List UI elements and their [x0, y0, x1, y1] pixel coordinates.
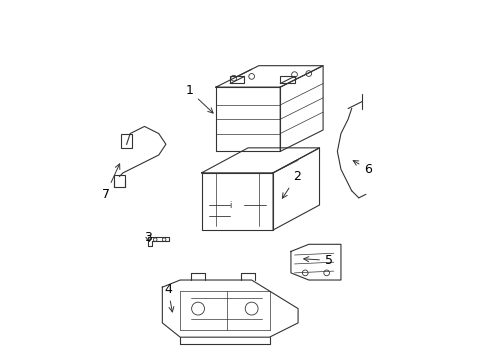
Text: 6: 6 — [352, 161, 371, 176]
Text: 2: 2 — [282, 170, 300, 198]
Text: 1: 1 — [185, 84, 213, 113]
Text: 7: 7 — [102, 164, 120, 201]
Text: 3: 3 — [144, 231, 152, 244]
Text: 5: 5 — [303, 254, 332, 267]
Text: 4: 4 — [164, 283, 174, 312]
Text: i: i — [228, 201, 231, 210]
